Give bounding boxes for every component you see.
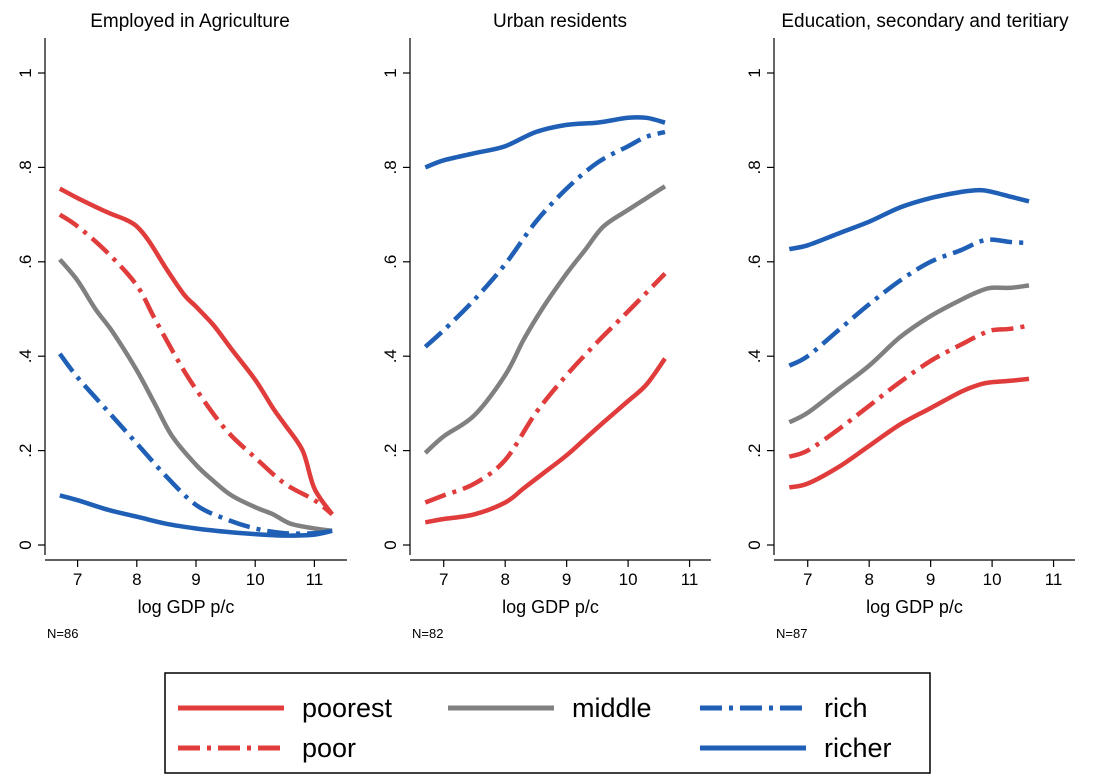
x-tick-label: 10 (246, 570, 265, 589)
series-line-richer (59, 493, 333, 538)
series-line-poorest (424, 357, 667, 525)
x-tick-label: 11 (1045, 570, 1063, 589)
x-axis-label: log GDP p/c (502, 597, 599, 617)
sample-size-note: N=82 (412, 626, 443, 641)
legend-label-middle: middle (572, 693, 652, 723)
x-tick-label: 10 (619, 570, 638, 589)
y-tick-label: 0 (16, 540, 35, 549)
x-tick-label: 9 (191, 570, 200, 589)
y-tick-label: 1 (381, 68, 400, 77)
legend-box (164, 672, 931, 774)
series-line-poor (424, 272, 667, 505)
sample-size-note: N=86 (47, 626, 78, 641)
x-tick-label: 7 (73, 570, 82, 589)
x-tick-label: 9 (926, 570, 935, 589)
legend-label-rich: rich (824, 693, 868, 723)
series-line-richer (424, 115, 666, 170)
panel-2: Urban residents 0 .2 .4 .6 .8 1 7 8 9 10 11 log GDP … (381, 11, 711, 641)
y-tick-label: .4 (381, 349, 400, 363)
x-axis-label: log GDP p/c (138, 597, 235, 617)
y-tick-label: 1 (16, 68, 35, 77)
y-tick-label: .8 (16, 160, 35, 174)
y-tick-label: .4 (745, 349, 764, 363)
series-line-poorest (788, 376, 1030, 490)
x-tick-label: 7 (439, 570, 448, 589)
y-tick-label: 0 (745, 540, 764, 549)
panel-1: Employed in Agriculture 0 .2 .4 .6 .8 1 7 8 9 10 11… (16, 11, 347, 641)
series-line-middle (788, 283, 1030, 425)
series-line-poorest (58, 186, 335, 516)
panel-title: Employed in Agriculture (90, 11, 290, 32)
panel-title: Education, secondary and teritiary (781, 11, 1069, 32)
series-line-rich (57, 352, 333, 536)
series-line-rich (423, 129, 666, 349)
legend-label-richer: richer (824, 733, 892, 763)
x-tick-label: 8 (500, 570, 509, 589)
x-tick-label: 10 (983, 570, 1002, 589)
legend: poorest middle rich poor richer (164, 672, 931, 774)
x-tick-label: 11 (306, 570, 324, 589)
legend-label-poorest: poorest (302, 693, 393, 723)
legend-label-poor: poor (302, 733, 356, 763)
sample-size-note: N=87 (776, 626, 807, 641)
y-tick-label: .6 (745, 255, 764, 269)
x-axis-label: log GDP p/c (866, 597, 963, 617)
y-tick-label: 1 (745, 68, 764, 77)
x-tick-label: 9 (562, 570, 571, 589)
series-line-middle (423, 184, 667, 455)
panel-3: Education, secondary and teritiary 0 .2 .4.… (745, 11, 1075, 641)
x-tick-label: 7 (803, 570, 812, 589)
y-tick-label: .2 (16, 444, 35, 458)
y-tick-label: .6 (16, 255, 35, 269)
x-tick-label: 11 (681, 570, 699, 589)
series-line-richer (788, 187, 1030, 252)
y-tick-label: .8 (381, 160, 400, 174)
y-tick-label: 0 (381, 540, 400, 549)
y-tick-label: .2 (745, 444, 764, 458)
y-tick-label: .6 (381, 255, 400, 269)
x-tick-label: 8 (864, 570, 873, 589)
series-line-middle (58, 257, 333, 534)
y-tick-label: .8 (745, 160, 764, 174)
series-line-poor (58, 212, 334, 517)
y-tick-label: .4 (16, 349, 35, 363)
panel-title: Urban residents (493, 11, 627, 32)
x-tick-label: 8 (132, 570, 141, 589)
series-line-poor (788, 323, 1030, 459)
series-line-rich (788, 237, 1030, 368)
y-tick-label: .2 (381, 444, 400, 458)
